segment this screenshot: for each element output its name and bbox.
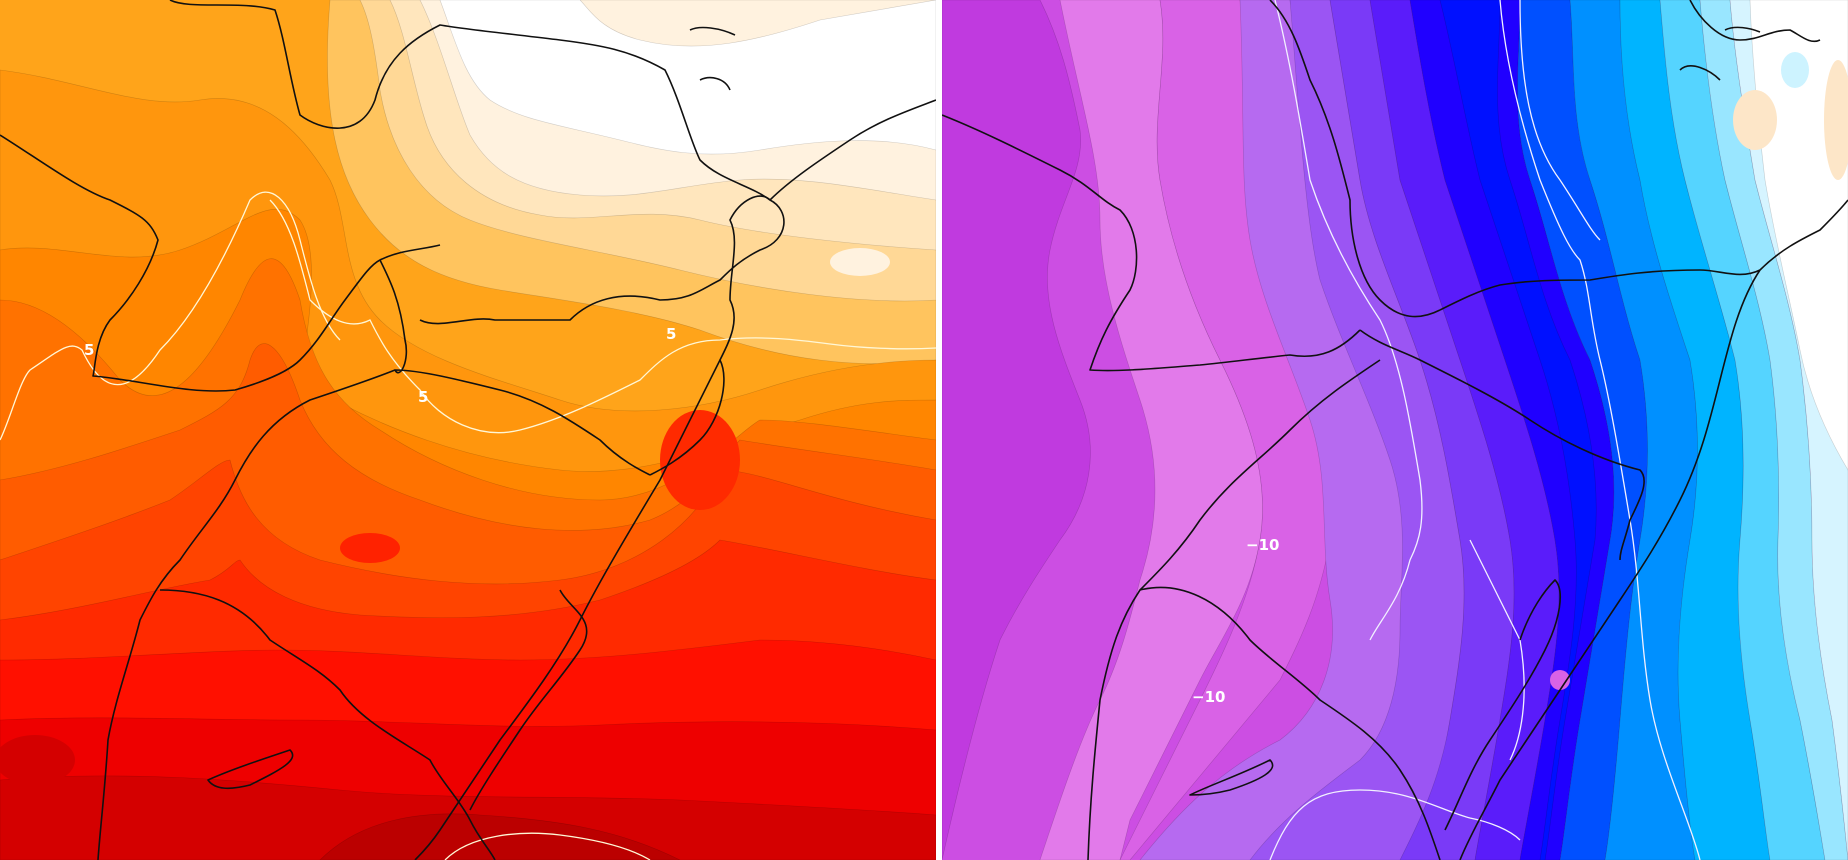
map-panel-right [942,0,1848,860]
warm-anomaly-map [0,0,936,860]
cold-anomaly-map [942,0,1848,860]
panel-divider [936,0,942,860]
map-panel-left [0,0,936,860]
